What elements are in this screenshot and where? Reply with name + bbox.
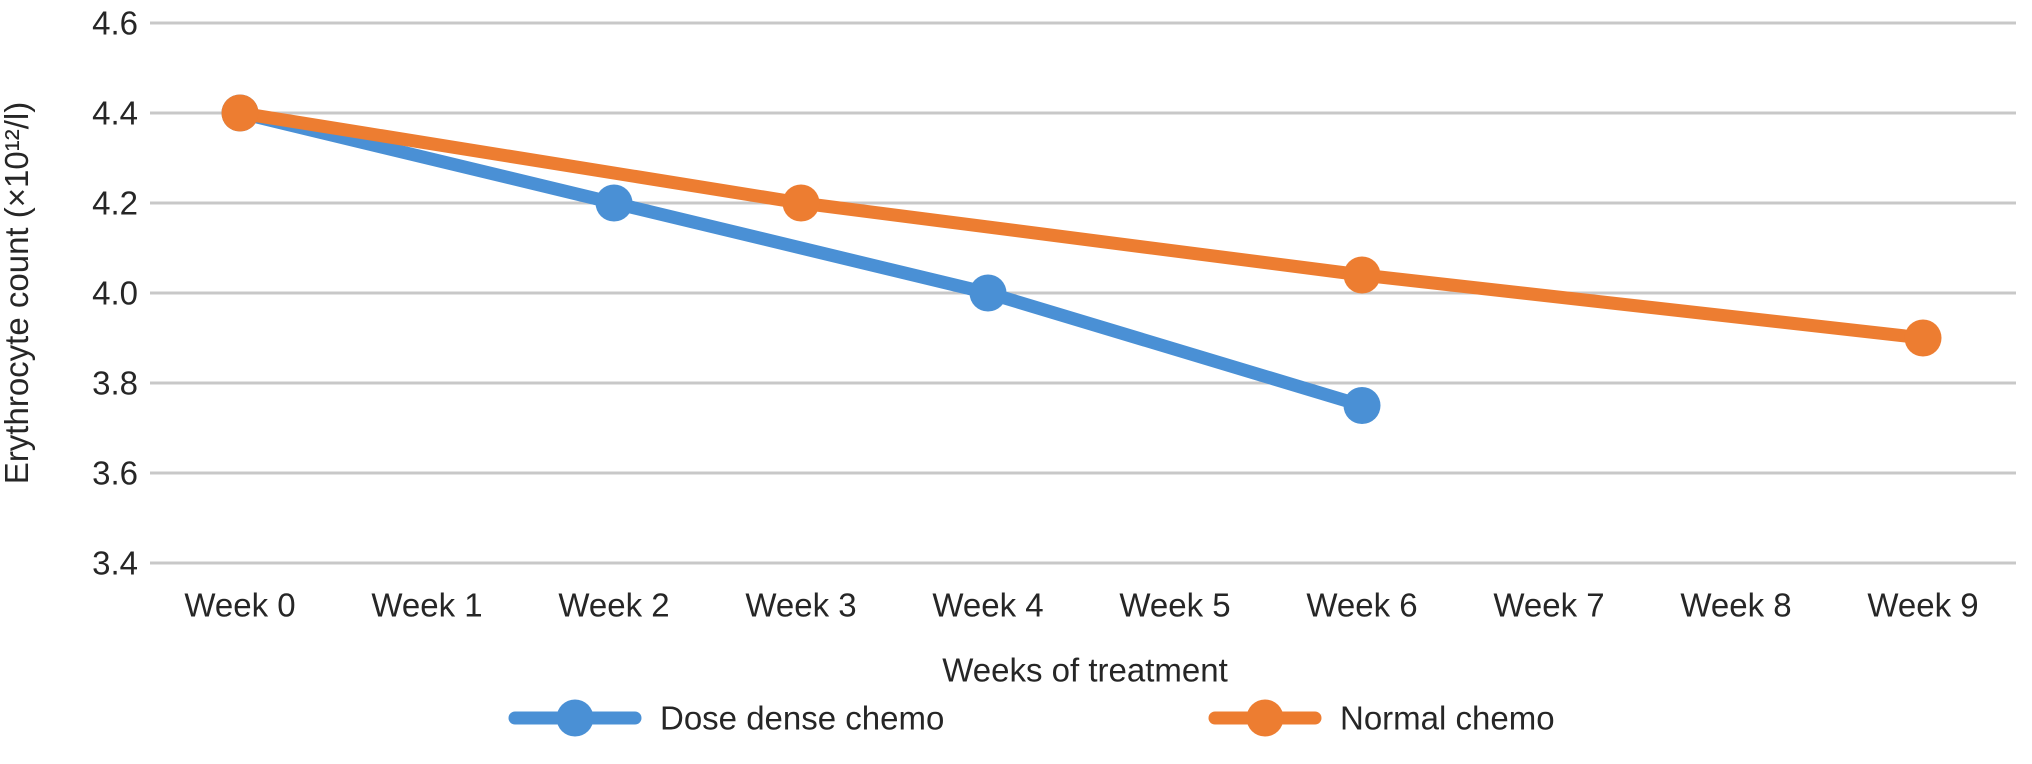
y-tick-label: 3.8: [92, 365, 138, 402]
x-tick-label: Week 4: [932, 587, 1043, 624]
series-line-normal-chemo: [233, 106, 1930, 345]
legend-item-normal-chemo: Normal chemo: [1208, 699, 1555, 737]
y-tick-label: 4.0: [92, 275, 138, 312]
y-tick-label: 4.2: [92, 185, 138, 222]
data-point-marker-dose-dense-chemo: [1343, 387, 1381, 424]
y-axis-tick-labels: 4.6 4.4 4.2 4.0 3.8 3.6 3.4: [92, 5, 138, 582]
legend-marker-normal: [1246, 699, 1284, 737]
legend-marker-dose-dense: [556, 699, 594, 737]
data-point-marker-dose-dense-chemo: [969, 274, 1007, 312]
data-point-marker-normal-chemo: [782, 184, 820, 222]
x-tick-label: Week 9: [1867, 587, 1978, 624]
x-tick-label: Week 0: [184, 587, 295, 624]
series-layer: [221, 94, 1942, 424]
series-normal-chemo: [221, 94, 1942, 357]
y-tick-label: 3.6: [92, 455, 138, 492]
gridlines: [150, 21, 2016, 565]
legend-label-dose-dense-chemo: Dose dense chemo: [660, 700, 944, 737]
y-tick-label: 4.4: [92, 95, 138, 132]
legend: Dose dense chemo Normal chemo: [508, 699, 1555, 737]
x-tick-label: Week 5: [1119, 587, 1230, 624]
x-tick-label: Week 8: [1680, 587, 1791, 624]
x-axis-tick-labels: Week 0 Week 1 Week 2 Week 3 Week 4 Week 5 Week…: [184, 587, 1978, 624]
legend-label-normal-chemo: Normal chemo: [1340, 700, 1555, 737]
series-line-dose-dense-chemo: [233, 106, 1369, 412]
x-axis-title: Weeks of treatment: [942, 652, 1228, 689]
x-tick-label: Week 7: [1493, 587, 1604, 624]
data-point-marker-normal-chemo: [1904, 319, 1942, 357]
y-axis-title: Erythrocyte count (×10¹²/l): [0, 102, 35, 484]
x-tick-label: Week 3: [745, 587, 856, 624]
data-point-marker-normal-chemo: [221, 94, 259, 132]
y-tick-label: 3.4: [92, 545, 138, 582]
x-tick-label: Week 6: [1306, 587, 1417, 624]
data-point-marker-dose-dense-chemo: [595, 184, 633, 222]
y-tick-label: 4.6: [92, 5, 138, 42]
series-dose-dense-chemo: [221, 94, 1381, 424]
legend-item-dose-dense-chemo: Dose dense chemo: [508, 699, 944, 737]
x-tick-label: Week 1: [371, 587, 482, 624]
data-point-marker-normal-chemo: [1343, 256, 1381, 294]
x-tick-label: Week 2: [558, 587, 669, 624]
